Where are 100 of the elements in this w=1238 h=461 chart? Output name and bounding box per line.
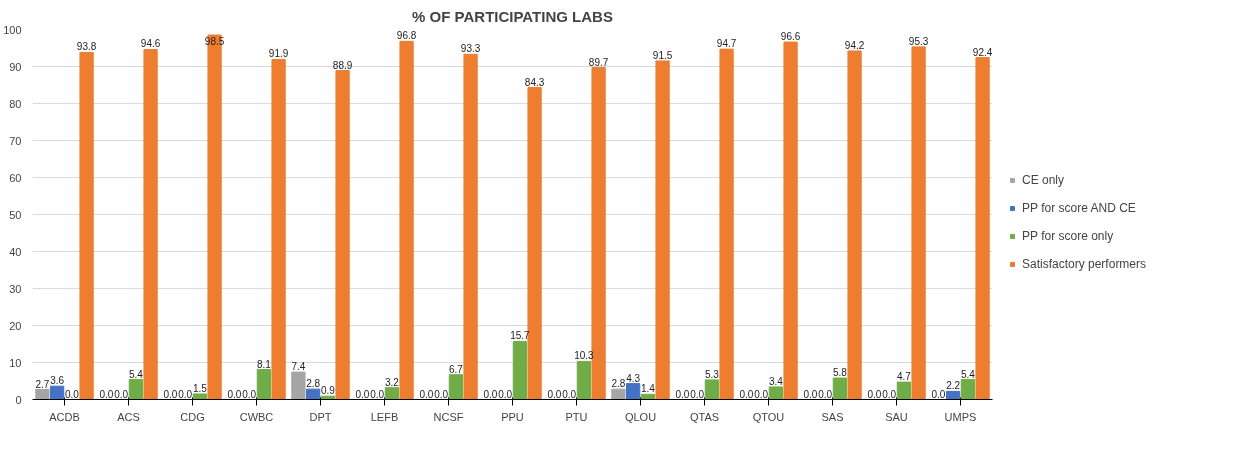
data-label: 94.2	[844, 39, 865, 51]
x-tick-label: DPT	[309, 410, 332, 423]
data-label: 96.8	[396, 30, 417, 42]
y-tick-label: 20	[9, 319, 22, 332]
bar	[591, 67, 606, 400]
x-tick-label: ACDB	[49, 410, 80, 423]
y-tick-label: 100	[3, 23, 22, 36]
data-label: 0.0	[690, 388, 705, 400]
y-tick-label: 30	[9, 282, 22, 295]
data-label: 5.4	[960, 368, 976, 380]
x-tick-label: NCSF	[433, 410, 464, 423]
bar	[832, 377, 847, 400]
data-label: 8.1	[256, 358, 272, 370]
bar	[79, 51, 94, 400]
data-label: 84.3	[524, 76, 545, 88]
legend-label: PP for score AND CE	[1022, 200, 1136, 215]
x-tick-label: ACS	[117, 410, 140, 423]
data-label: 0.0	[419, 388, 434, 400]
legend-label: PP for score only	[1022, 228, 1114, 243]
x-tick-label: QTOU	[752, 410, 785, 423]
bar	[975, 57, 990, 400]
bar	[192, 393, 207, 400]
y-tick-label: 90	[9, 60, 22, 73]
data-label: 0.0	[547, 388, 562, 400]
data-label: 5.4	[128, 368, 144, 380]
bar	[128, 379, 143, 400]
data-label: 0.0	[242, 388, 257, 400]
bar	[611, 388, 626, 400]
bar	[399, 40, 414, 400]
bar	[960, 379, 975, 400]
data-label: 0.0	[483, 388, 498, 400]
chart-title: % OF PARTICIPATING LABS	[412, 7, 613, 25]
bar	[719, 48, 734, 400]
data-label: 0.0	[227, 388, 242, 400]
data-label: 91.5	[652, 49, 673, 61]
data-label: 2.8	[306, 378, 321, 390]
bar	[448, 374, 463, 400]
y-tick-label: 70	[9, 134, 22, 147]
bar	[896, 381, 911, 400]
y-tick-label: 10	[9, 356, 22, 369]
bar	[783, 41, 798, 400]
bar	[271, 58, 286, 400]
bar	[626, 383, 641, 400]
bar	[306, 388, 321, 400]
data-label: 3.4	[768, 375, 784, 387]
data-label: 0.0	[675, 388, 690, 400]
bar	[704, 379, 719, 400]
data-label: 5.8	[832, 367, 848, 379]
x-tick-label: LEFB	[370, 410, 399, 423]
data-label: 92.4	[972, 46, 993, 58]
data-label: 96.6	[780, 31, 801, 43]
bar	[207, 34, 222, 400]
bar	[512, 340, 527, 400]
data-label: 4.3	[626, 372, 641, 384]
data-label: 0.9	[320, 385, 336, 397]
y-tick-label: 40	[9, 245, 22, 258]
data-label: 0.0	[370, 388, 385, 400]
data-label: 1.4	[640, 383, 656, 395]
y-tick-label: 0	[15, 393, 22, 406]
legend-label: Satisfactory performers	[1022, 256, 1147, 271]
bar	[655, 60, 670, 400]
data-label: 0.0	[882, 388, 897, 400]
data-label: 0.0	[178, 388, 193, 400]
data-label: 94.7	[716, 38, 737, 50]
bar	[384, 387, 399, 400]
x-tick-label: CWBC	[239, 410, 274, 423]
data-label: 94.6	[140, 38, 161, 50]
data-label: 0.0	[64, 388, 80, 400]
data-label: 7.4	[291, 361, 306, 373]
data-label: 4.7	[896, 371, 912, 383]
data-label: 3.2	[384, 376, 400, 388]
data-label: 0.0	[818, 388, 833, 400]
bar	[256, 369, 271, 400]
data-label: 0.0	[163, 388, 178, 400]
y-tick-label: 60	[9, 171, 22, 184]
bar	[527, 87, 542, 400]
data-label: 93.3	[460, 43, 481, 55]
data-label: 0.0	[355, 388, 370, 400]
data-label: 0.0	[867, 388, 882, 400]
data-label: 93.8	[76, 41, 97, 53]
bar	[463, 53, 478, 400]
data-label: 0.0	[498, 388, 513, 400]
x-tick-label: SAU	[885, 410, 908, 423]
x-tick-label: PTU	[565, 410, 588, 423]
data-label: 0.0	[739, 388, 754, 400]
bar	[335, 70, 350, 400]
data-label: 2.2	[946, 380, 961, 392]
data-label: 88.9	[332, 59, 353, 71]
data-label: 1.5	[192, 382, 208, 394]
data-label: 0.0	[803, 388, 818, 400]
x-tick-label: QLOU	[624, 410, 657, 423]
x-tick-label: PPU	[501, 410, 524, 423]
bar	[768, 386, 783, 400]
data-label: 91.9	[268, 48, 289, 60]
data-label: 0.0	[99, 388, 114, 400]
legend-label: CE only	[1022, 172, 1065, 187]
bar	[50, 385, 65, 400]
x-tick-label: QTAS	[689, 410, 720, 423]
bar	[946, 390, 961, 400]
data-label: 0.0	[931, 388, 946, 400]
